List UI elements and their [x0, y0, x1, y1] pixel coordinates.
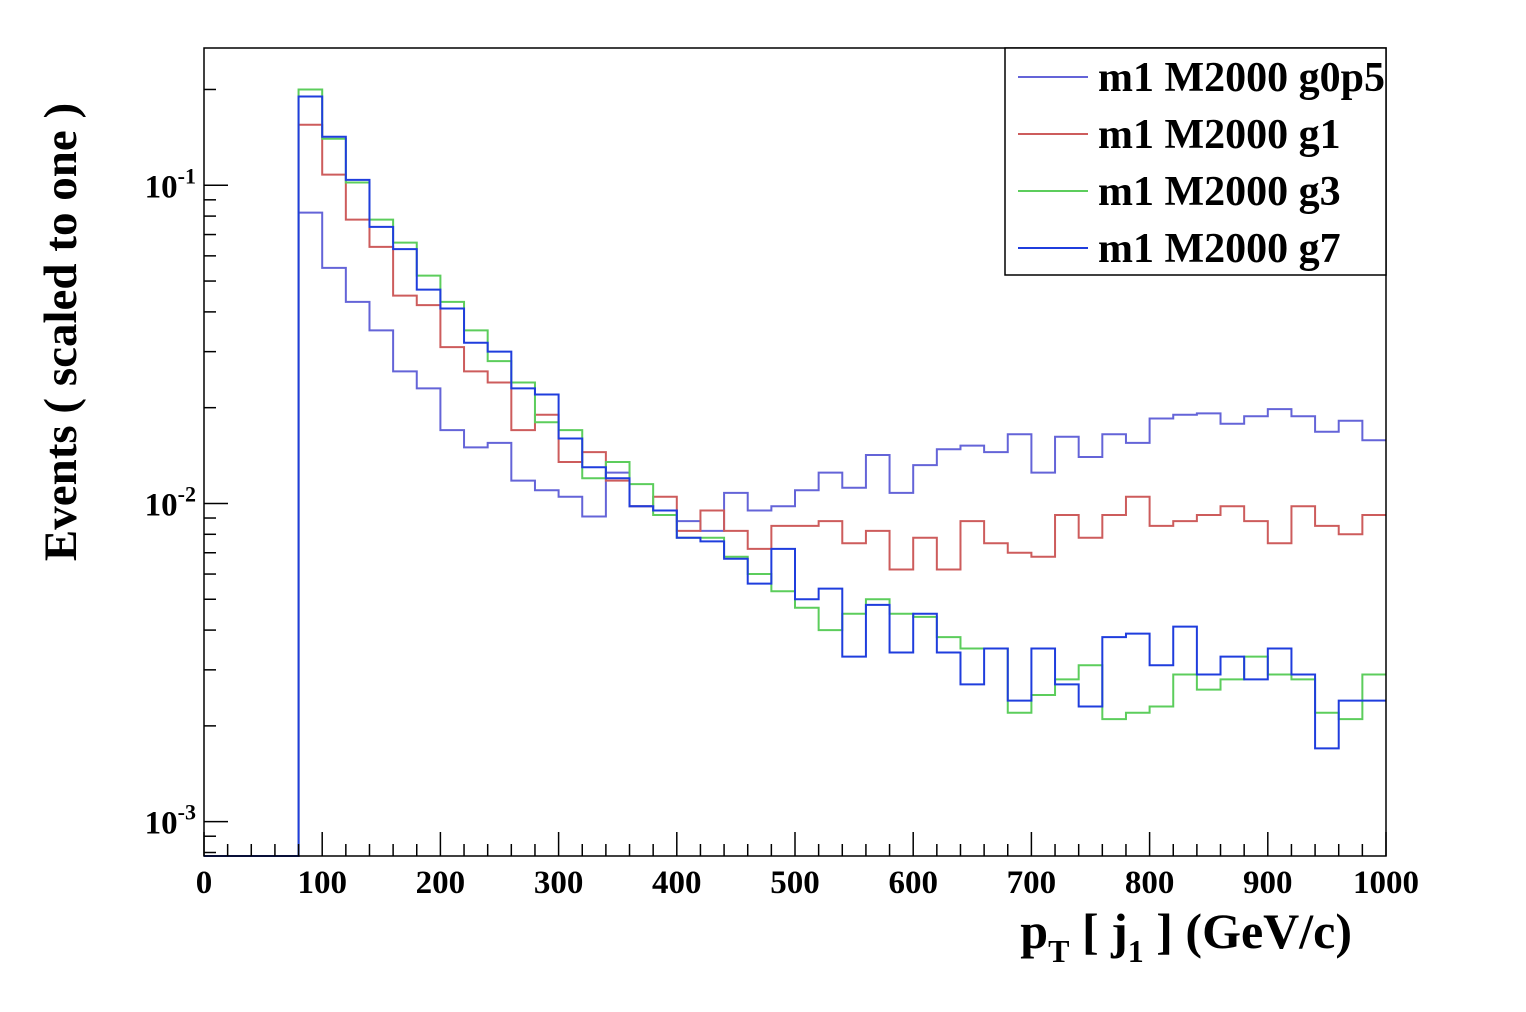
series-line-1: [204, 123, 1386, 857]
y-tick-label: 10-2: [145, 481, 196, 523]
x-axis-title-main: p: [1020, 903, 1048, 959]
plot-series: [204, 88, 1386, 857]
y-axis-title: Events ( scaled to one ): [35, 103, 87, 561]
x-tick-label: 500: [770, 865, 820, 901]
y-tick-base: 10: [145, 806, 178, 842]
x-axis-title-sub1: T: [1048, 933, 1069, 969]
y-tick-base: 10: [145, 169, 178, 205]
series-line-2: [204, 88, 1386, 857]
y-tick-label: 10-3: [145, 800, 196, 842]
legend-box: [1004, 47, 1387, 276]
x-axis: 0 100 200 300 400 500 600 700 800 900 1000: [196, 832, 1419, 901]
x-tick-label: 100: [297, 865, 347, 901]
legend-label: m1 M2000 g7: [1098, 226, 1341, 272]
y-tick-base: 10: [145, 487, 178, 523]
y-tick-exponent: -1: [178, 163, 196, 188]
legend-label: m1 M2000 g0p5: [1098, 55, 1385, 101]
x-axis-title-mid: [ j: [1069, 903, 1127, 959]
x-tick-label: 300: [534, 865, 584, 901]
x-tick-label: 0: [196, 865, 213, 901]
series-line-3: [204, 95, 1386, 857]
x-tick-label: 200: [416, 865, 466, 901]
x-axis-title-sub2: 1: [1128, 933, 1144, 969]
series-line-0: [204, 211, 1386, 857]
x-axis-title: pT [ j1 ] (GeV/c): [1020, 903, 1352, 969]
legend-label: m1 M2000 g1: [1098, 112, 1341, 158]
x-tick-label: 700: [1007, 865, 1057, 901]
y-tick-exponent: -2: [178, 481, 196, 506]
y-tick-label: 10-1: [145, 163, 196, 205]
y-tick-exponent: -3: [178, 800, 196, 825]
x-tick-label: 1000: [1353, 865, 1419, 901]
y-axis: 10-110-210-3: [145, 88, 228, 854]
x-tick-label: 600: [888, 865, 938, 901]
x-tick-label: 800: [1125, 865, 1175, 901]
x-tick-label: 400: [652, 865, 702, 901]
legend: m1 M2000 g0p5 m1 M2000 g1 m1 M2000 g3 m1 M2…: [1004, 47, 1387, 276]
legend-label: m1 M2000 g3: [1098, 169, 1341, 215]
x-tick-label: 900: [1243, 865, 1293, 901]
x-axis-title-tail: ] (GeV/c): [1144, 903, 1352, 959]
